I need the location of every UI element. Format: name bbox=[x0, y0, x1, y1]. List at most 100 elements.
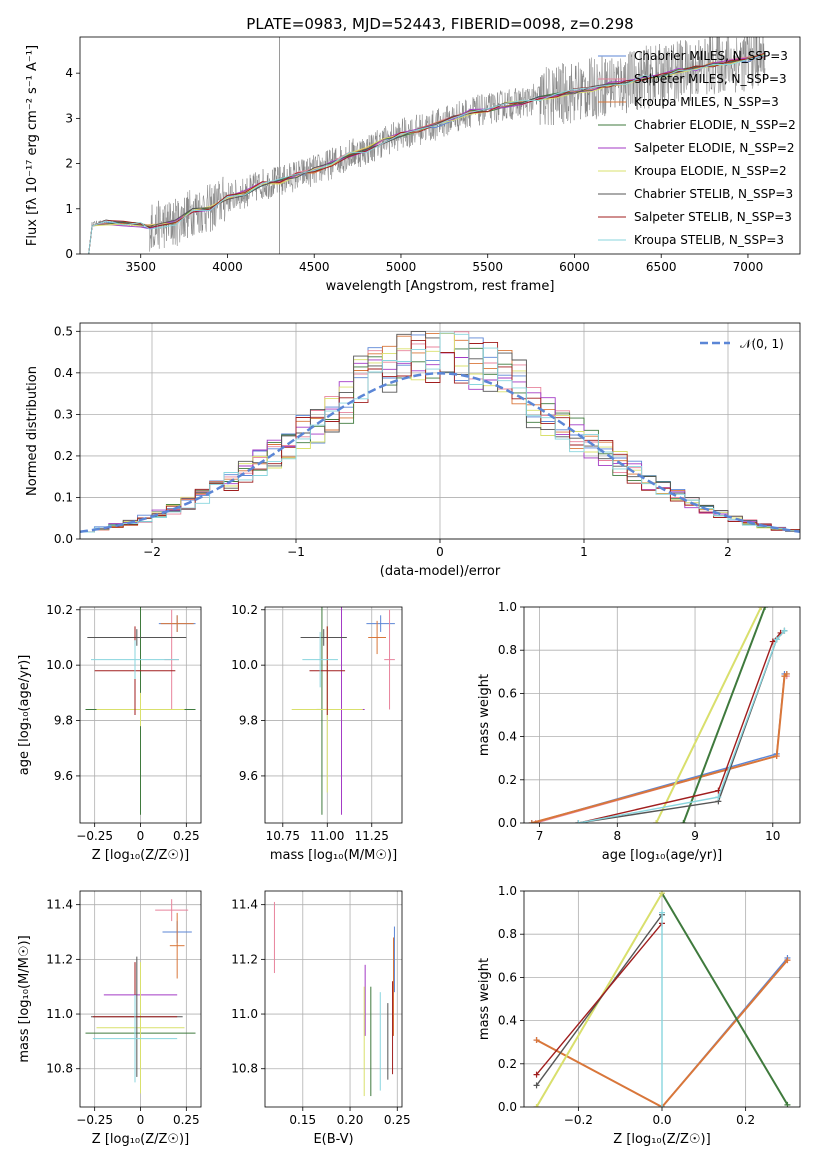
cumulative-age-plot-area bbox=[528, 607, 790, 823]
chart-title: PLATE=0983, MJD=52443, FIBERID=0098, z=0… bbox=[246, 15, 633, 33]
x-tick-label: 11.25 bbox=[355, 829, 389, 843]
cumulative-marker bbox=[528, 820, 535, 823]
legend-entry: Kroupa STELIB, N_SSP=3 bbox=[634, 233, 784, 247]
y-tick-label: 0.4 bbox=[498, 730, 517, 744]
cumulative-marker bbox=[533, 1037, 540, 1044]
cumulative-line bbox=[535, 914, 663, 1086]
legend-entry: Salpeter MILES, N_SSP=3 bbox=[634, 72, 787, 86]
y-tick-label: 0.5 bbox=[54, 324, 73, 338]
y-tick-label: 9.6 bbox=[54, 769, 73, 783]
y-tick-label: 11.4 bbox=[46, 898, 73, 912]
y-tick-label: 11.4 bbox=[231, 898, 258, 912]
age-vs-z-panel: −0.25 0 0.25 9.6 9.8 10.0 10.2 Z [log₁₀(Z/Z☉)] a… bbox=[17, 603, 202, 863]
cumulative-marker bbox=[781, 627, 788, 634]
cumulative-marker bbox=[659, 909, 665, 916]
x-tick-label: 0.25 bbox=[173, 1113, 200, 1127]
residuals-panel: −2 −1 0 1 2 0.0 0.1 0.2 0.3 0.4 0.5 (data-model)/er… bbox=[25, 322, 801, 579]
y-tick-label: 1.0 bbox=[498, 884, 517, 898]
x-axis-label: age [log₁₀(age/yr)] bbox=[602, 848, 723, 863]
legend-entry: Chabrier MILES, N_SSP=3 bbox=[634, 49, 788, 63]
x-tick-label: 0.25 bbox=[173, 829, 200, 843]
y-tick-label: 0.2 bbox=[498, 773, 517, 787]
chart-layer: 3500 4000 4500 5000 5500 6000 6500 700001234wav… bbox=[17, 36, 801, 1147]
errorbar-point bbox=[368, 620, 386, 655]
errorbar-point bbox=[384, 609, 395, 710]
errorbar-point bbox=[91, 640, 179, 679]
errorbar-point bbox=[300, 629, 347, 646]
spectrum-plot-area bbox=[88, 37, 766, 254]
x-tick-label: −0.2 bbox=[564, 1113, 593, 1127]
cumulative-marker bbox=[533, 1104, 540, 1107]
mass-vs-z-plot-area bbox=[85, 899, 196, 1094]
cumulative-line bbox=[578, 630, 786, 823]
x-tick-label: −2 bbox=[143, 545, 161, 559]
x-axis-label: Z [log₁₀(Z/Z☉)] bbox=[92, 848, 189, 863]
axes-frame bbox=[79, 322, 801, 540]
y-tick-label: 3 bbox=[65, 111, 73, 125]
y-tick-label: 11.0 bbox=[231, 1007, 258, 1021]
residuals-plot-area bbox=[80, 330, 800, 533]
x-axis-label: mass [log₁₀(M/M☉)] bbox=[270, 848, 397, 863]
x-tick-label: 11.00 bbox=[310, 829, 344, 843]
cumulative-marker bbox=[659, 1104, 665, 1107]
y-tick-label: 0.0 bbox=[498, 1100, 517, 1114]
x-tick-label: 0 bbox=[137, 1113, 145, 1127]
y-axis-label: mass weight bbox=[477, 958, 492, 1040]
x-tick-label: −0.25 bbox=[76, 1113, 113, 1127]
axes-frame bbox=[79, 890, 202, 1108]
axes-frame bbox=[523, 890, 801, 1108]
y-tick-label: 0.6 bbox=[498, 970, 517, 984]
residual-histogram bbox=[80, 332, 800, 533]
y-tick-label: 0 bbox=[65, 247, 73, 261]
cumulative-marker bbox=[762, 607, 769, 610]
legend: Chabrier MILES, N_SSP=3 Salpeter MILES, N… bbox=[598, 49, 796, 247]
cumulative-line bbox=[535, 675, 787, 823]
model-spectrum-line bbox=[88, 55, 766, 254]
y-tick-label: 4 bbox=[65, 66, 73, 80]
y-tick-label: 11.2 bbox=[231, 952, 258, 966]
errorbar-point bbox=[302, 631, 338, 688]
y-tick-label: 0.8 bbox=[498, 643, 517, 657]
x-tick-label: 3500 bbox=[125, 260, 156, 274]
age-vs-mass-panel: 10.75 11.00 11.25 9.6 9.8 10.0 10.2 mass [log₁₀… bbox=[231, 603, 403, 863]
x-tick-label: 0.15 bbox=[289, 1113, 316, 1127]
x-tick-label: 2 bbox=[724, 545, 732, 559]
y-tick-label: 10.2 bbox=[231, 603, 258, 617]
cumulative-marker bbox=[784, 957, 791, 964]
y-tick-label: 10.2 bbox=[46, 603, 73, 617]
x-tick-label: 0 bbox=[137, 829, 145, 843]
x-tick-label: 10 bbox=[765, 829, 780, 843]
cumulative-marker bbox=[680, 820, 687, 823]
y-axis-label: Normed distribution bbox=[25, 366, 40, 496]
y-tick-label: 9.6 bbox=[239, 769, 258, 783]
errorbar-point bbox=[169, 912, 185, 979]
y-tick-label: 0.0 bbox=[54, 532, 73, 546]
cumulative-line bbox=[535, 922, 663, 1076]
observed-spectrum-line bbox=[91, 37, 766, 252]
legend-entry: Salpeter ELODIE, N_SSP=2 bbox=[634, 141, 795, 155]
gaussian-curve bbox=[80, 372, 800, 533]
y-tick-label: 0.3 bbox=[54, 407, 73, 421]
errorbar-point bbox=[92, 994, 178, 1083]
x-tick-label: 0 bbox=[436, 545, 444, 559]
errorbar-point bbox=[96, 962, 185, 1094]
errorbar-point bbox=[87, 629, 187, 646]
y-tick-label: 11.0 bbox=[46, 1007, 73, 1021]
x-tick-label: 0.25 bbox=[384, 1113, 411, 1127]
x-tick-label: −0.25 bbox=[76, 829, 113, 843]
y-tick-label: 11.2 bbox=[46, 952, 73, 966]
x-tick-label: 7 bbox=[536, 829, 544, 843]
x-tick-label: 6000 bbox=[559, 260, 590, 274]
y-tick-label: 1.0 bbox=[498, 600, 517, 614]
errorbar-point bbox=[160, 615, 194, 632]
y-tick-label: 9.8 bbox=[54, 714, 73, 728]
cumulative-marker bbox=[533, 1071, 540, 1078]
cumulative-z-plot-area bbox=[533, 891, 791, 1107]
y-axis-label: mass [log₁₀(M/M☉)] bbox=[17, 935, 32, 1062]
x-tick-label: 6500 bbox=[646, 260, 677, 274]
y-tick-label: 2 bbox=[65, 157, 73, 171]
y-tick-label: 0.2 bbox=[54, 449, 73, 463]
y-tick-label: 0.4 bbox=[498, 1014, 517, 1028]
age-vs-mass-plot-area bbox=[291, 607, 395, 815]
